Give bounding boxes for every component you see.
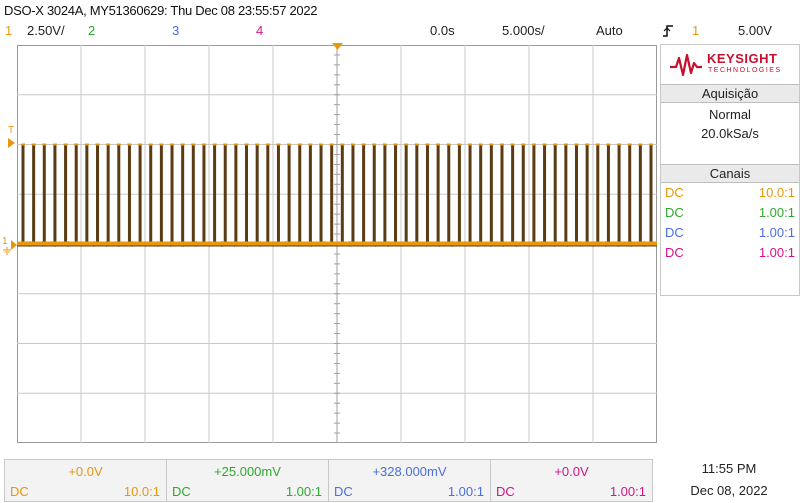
ch2-softkey[interactable]: +25.000mV DC 1.00:1: [167, 460, 329, 501]
ch4-softkey[interactable]: +0.0V DC 1.00:1: [491, 460, 652, 501]
ch2-probe: 1.00:1: [758, 205, 795, 220]
clock-time: 11:55 PM: [701, 461, 757, 476]
ground-icon: [3, 247, 11, 255]
ch2-label[interactable]: 2: [88, 23, 96, 38]
ch1-coupling: DC: [665, 185, 684, 200]
ch3-softkey[interactable]: +328.000mV DC 1.00:1: [329, 460, 491, 501]
time-scale[interactable]: 5.000s/: [502, 23, 545, 38]
ch2-bar-coupling: DC: [172, 484, 191, 499]
trigger-level-marker: T: [8, 125, 15, 136]
channel-row-2[interactable]: DC 1.00:1: [661, 203, 799, 223]
ch3-probe: 1.00:1: [758, 225, 795, 240]
trigger-level-arrow-icon: [8, 138, 15, 148]
ch1-ground-marker: 1: [2, 236, 8, 247]
keysight-wave-icon: [670, 53, 702, 77]
ch4-bar-probe: 1.00:1: [609, 484, 646, 499]
ch1-scale[interactable]: 2.50V/: [27, 23, 65, 38]
ch4-probe: 1.00:1: [758, 245, 795, 260]
ch4-bar-coupling: DC: [496, 484, 515, 499]
trigger-level[interactable]: 5.00V: [738, 23, 772, 38]
brand-sub: TECHNOLOGIES: [708, 67, 782, 74]
ch3-bar-coupling: DC: [334, 484, 353, 499]
channel-row-3[interactable]: DC 1.00:1: [661, 223, 799, 243]
time-delay[interactable]: 0.0s: [430, 23, 455, 38]
ch1-offset: +0.0V: [68, 464, 103, 479]
ch1-probe: 10.0:1: [758, 185, 795, 200]
ch1-label[interactable]: 1: [5, 23, 13, 38]
channel-row-1[interactable]: DC 10.0:1: [661, 183, 799, 203]
brand-name: KEYSIGHT: [707, 51, 778, 66]
acquisition-mode: Normal: [709, 107, 751, 122]
clock-date: Dec 08, 2022: [690, 483, 768, 498]
ch4-label[interactable]: 4: [256, 23, 264, 38]
channel-bar: +0.0V DC 10.0:1 +25.000mV DC 1.00:1 +328…: [4, 459, 653, 502]
ch3-bar-probe: 1.00:1: [447, 484, 484, 499]
ch1-bar-probe: 10.0:1: [123, 484, 160, 499]
ch2-offset: +25.000mV: [214, 464, 281, 479]
trigger-source[interactable]: 1: [692, 23, 700, 38]
ch2-bar-probe: 1.00:1: [285, 484, 322, 499]
ch1-softkey[interactable]: +0.0V DC 10.0:1: [5, 460, 167, 501]
ch4-offset: +0.0V: [554, 464, 589, 479]
ch3-offset: +328.000mV: [372, 464, 447, 479]
acquisition-rate: 20.0kSa/s: [701, 126, 759, 141]
waveform-display[interactable]: [16, 44, 658, 444]
ch4-coupling: DC: [665, 245, 684, 260]
rising-edge-icon: [663, 25, 673, 37]
time-reference-marker: [332, 43, 343, 50]
ch1-bar-coupling: DC: [10, 484, 29, 499]
ch3-label[interactable]: 3: [172, 23, 180, 38]
acquisition-heading[interactable]: Aquisição: [661, 84, 799, 103]
side-panel: KEYSIGHT TECHNOLOGIES Aquisição Normal 2…: [660, 44, 800, 296]
brand-logo: KEYSIGHT TECHNOLOGIES: [661, 45, 799, 85]
channel-row-4[interactable]: DC 1.00:1: [661, 243, 799, 263]
channels-heading[interactable]: Canais: [661, 164, 799, 183]
ch2-coupling: DC: [665, 205, 684, 220]
trigger-mode[interactable]: Auto: [596, 23, 623, 38]
graticule: [16, 44, 658, 444]
ch1-ground-arrow-icon: [11, 240, 17, 250]
window-title: DSO-X 3024A, MY51360629: Thu Dec 08 23:5…: [4, 3, 318, 18]
ch3-coupling: DC: [665, 225, 684, 240]
